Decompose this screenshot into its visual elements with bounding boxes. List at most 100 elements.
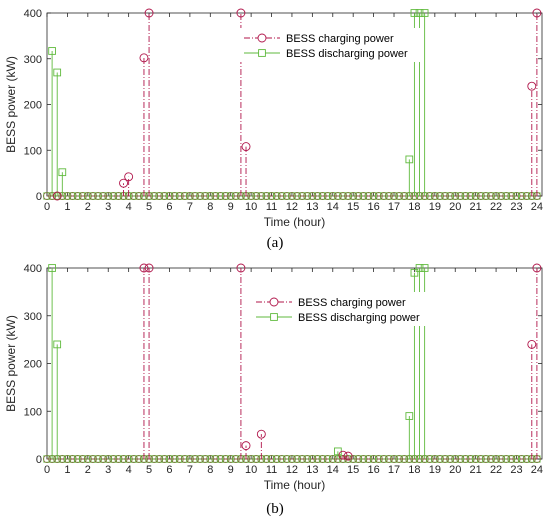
x-tick-label: 19	[429, 464, 441, 476]
charging-point	[124, 172, 134, 182]
y-tick-label: 200	[24, 100, 42, 112]
x-tick-label: 1	[64, 464, 70, 476]
x-tick-label: 7	[187, 464, 193, 476]
discharging-point	[58, 168, 67, 177]
legend-charging-label: BESS charging power	[286, 33, 394, 45]
legend-box	[240, 28, 422, 62]
x-tick-label: 14	[327, 201, 339, 213]
y-tick-label: 200	[24, 359, 42, 371]
x-tick-label: 4	[126, 201, 132, 213]
legend-discharging-marker	[270, 313, 278, 321]
x-tick-label: 1	[64, 201, 70, 213]
charging-point	[532, 263, 542, 273]
charging-point	[343, 451, 353, 461]
legend-discharging-label: BESS discharging power	[286, 48, 408, 60]
charging-point	[119, 178, 128, 188]
panel-b: 0 1 2 3 4 5 6 7 8 9 10 11 12 13 14 15 16 17 18 19 20 21 22 23 24…	[4, 263, 543, 492]
x-tick-label: 5	[146, 464, 152, 476]
charging-point	[527, 339, 537, 349]
y-tick-label: 0	[36, 454, 42, 466]
legend-box	[252, 292, 434, 326]
discharging-point	[415, 264, 424, 272]
charging-point	[256, 429, 266, 439]
x-tick-label: 21	[470, 464, 482, 476]
discharging-point	[420, 9, 429, 17]
x-tick-label: 8	[207, 464, 213, 476]
x-tick-label: 16	[367, 201, 379, 213]
x-tick-label: 13	[306, 201, 318, 213]
x-tick-label: 17	[388, 201, 400, 213]
x-tick-label: 19	[429, 201, 441, 213]
x-tick-label: 11	[266, 201, 277, 213]
charging-point	[241, 441, 251, 451]
x-tick-label: 13	[306, 464, 318, 476]
x-axis-label: Time (hour)	[264, 215, 326, 229]
x-tick-label: 3	[105, 464, 111, 476]
x-tick-label: 22	[490, 201, 502, 213]
legend-discharging-label: BESS discharging power	[298, 312, 420, 324]
x-tick-label: 10	[245, 201, 257, 213]
x-tick-label: 6	[166, 464, 172, 476]
charging-point	[532, 8, 542, 18]
x-tick-label: 20	[449, 464, 461, 476]
x-tick-label: 17	[388, 464, 400, 476]
x-tick-label: 12	[286, 201, 298, 213]
x-tick-label: 0	[44, 201, 50, 213]
x-tick-label: 6	[166, 201, 172, 213]
charging-point	[241, 142, 251, 152]
charging-point	[527, 81, 537, 91]
discharging-point	[405, 412, 414, 420]
x-axis-label: Time (hour)	[264, 478, 326, 492]
charging-point	[139, 263, 149, 273]
x-tick-label: 18	[408, 464, 420, 476]
x-tick-label: 12	[286, 464, 298, 476]
charging-point	[52, 191, 62, 201]
y-tick-label: 300	[24, 54, 42, 66]
caption-b: (b)	[266, 501, 284, 517]
x-tick-label: 23	[510, 201, 522, 213]
y-tick-label: 300	[24, 311, 42, 323]
x-tick-label: 4	[126, 464, 132, 476]
x-tick-label: 22	[490, 464, 502, 476]
charging-point	[144, 8, 154, 18]
x-tick-label: 7	[187, 201, 193, 213]
x-tick-label: 8	[207, 201, 213, 213]
x-tick-label: 16	[367, 464, 379, 476]
y-tick-label: 0	[36, 191, 42, 203]
x-tick-label: 10	[245, 464, 257, 476]
y-tick-label: 100	[24, 145, 42, 157]
x-tick-label: 2	[85, 464, 91, 476]
x-tick-label: 21	[470, 201, 482, 213]
x-tick-label: 15	[347, 464, 359, 476]
y-tick-label: 100	[24, 406, 42, 418]
x-tick-label: 18	[408, 201, 420, 213]
legend-charging-marker	[257, 33, 267, 43]
x-tick-label: 15	[347, 201, 359, 213]
x-tick-label: 2	[85, 201, 91, 213]
legend-discharging-marker	[258, 49, 266, 57]
y-axis-label: BESS power (kW)	[4, 315, 18, 412]
charging-point	[236, 263, 246, 273]
caption-a: (a)	[267, 235, 284, 251]
x-tick-label: 9	[228, 201, 234, 213]
panel-a: 0 1 2 3 4 5 6 7 8 9 10 11 12 13 14 15 16 17 18 19 20 21 22 23 24…	[4, 8, 543, 229]
x-tick-label: 23	[510, 464, 522, 476]
discharging-point	[420, 264, 429, 272]
y-axis-label: BESS power (kW)	[4, 56, 18, 153]
discharging-point	[53, 340, 62, 349]
x-tick-label: 11	[266, 464, 277, 476]
legend-charging-label: BESS charging power	[298, 297, 406, 309]
charging-point	[144, 263, 154, 273]
discharging-point	[415, 9, 424, 17]
legend: BESS charging power BESS discharging powe…	[240, 28, 422, 62]
x-tick-label: 0	[44, 464, 50, 476]
discharging-point	[410, 268, 419, 277]
charging-point	[139, 53, 149, 63]
discharging-point	[53, 68, 62, 77]
x-tick-label: 14	[327, 464, 339, 476]
legend: BESS charging power BESS discharging powe…	[252, 292, 434, 326]
x-tick-label: 9	[228, 464, 234, 476]
x-tick-label: 24	[531, 201, 543, 213]
x-tick-label: 24	[531, 464, 543, 476]
